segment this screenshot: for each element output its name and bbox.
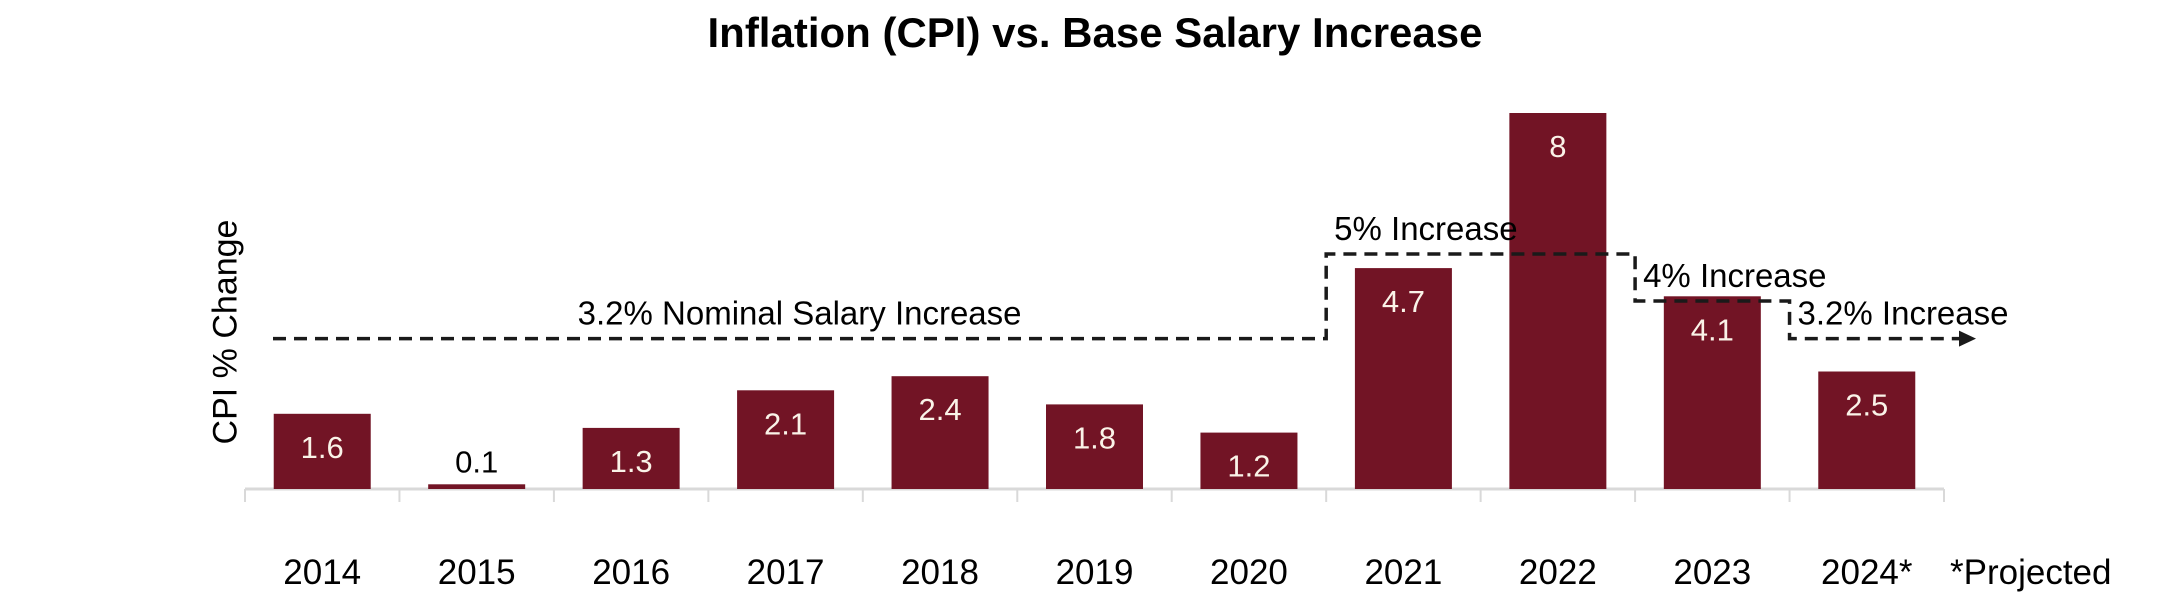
x-label-2014: 2014 [283,553,361,592]
bar-value-2024*: 2.5 [1845,388,1888,423]
bar-value-2015: 0.1 [455,444,498,479]
x-label-2021: 2021 [1364,553,1442,592]
x-label-2020: 2020 [1210,553,1288,592]
bar-2015 [428,484,526,489]
bar-value-2017: 2.1 [764,406,807,441]
x-label-2022: 2022 [1519,553,1597,592]
bar-2018 [891,376,989,489]
bar-value-2022: 8 [1549,129,1566,164]
salary-line-arrowhead [1959,330,1976,347]
x-label-2019: 2019 [1056,553,1134,592]
bar-2014 [273,413,371,489]
bar-value-2014: 1.6 [301,430,344,465]
salary-annotation-1: 5% Increase [1334,210,1517,247]
bar-2016 [582,427,680,489]
bar-value-2020: 1.2 [1227,449,1270,484]
bar-value-2018: 2.4 [918,392,961,427]
bar-2017 [737,390,835,489]
salary-annotation-3: 3.2% Increase [1798,295,2009,332]
salary-line [273,252,1959,341]
projected-footnote: *Projected [1950,553,2111,592]
bar-value-2023: 4.1 [1691,312,1734,347]
bar-2022 [1509,113,1607,489]
x-label-2024*: 2024* [1821,553,1913,592]
x-label-2023: 2023 [1673,553,1751,592]
bar-2024* [1818,371,1916,489]
chart-title: Inflation (CPI) vs. Base Salary Increase [707,9,1483,56]
bar-2020 [1200,432,1298,489]
bar-value-2016: 1.3 [610,444,653,479]
salary-annotation-0: 3.2% Nominal Salary Increase [578,295,1022,332]
bar-value-2019: 1.8 [1073,420,1116,455]
bar-2019 [1046,404,1143,489]
bar-2021 [1354,268,1452,489]
x-label-2016: 2016 [592,553,670,592]
x-label-2015: 2015 [438,553,516,592]
x-label-2018: 2018 [901,553,979,592]
salary-annotation-2: 4% Increase [1643,257,1826,294]
bar-value-2021: 4.7 [1382,284,1425,319]
x-label-2017: 2017 [747,553,825,592]
bar-2023 [1663,296,1761,489]
